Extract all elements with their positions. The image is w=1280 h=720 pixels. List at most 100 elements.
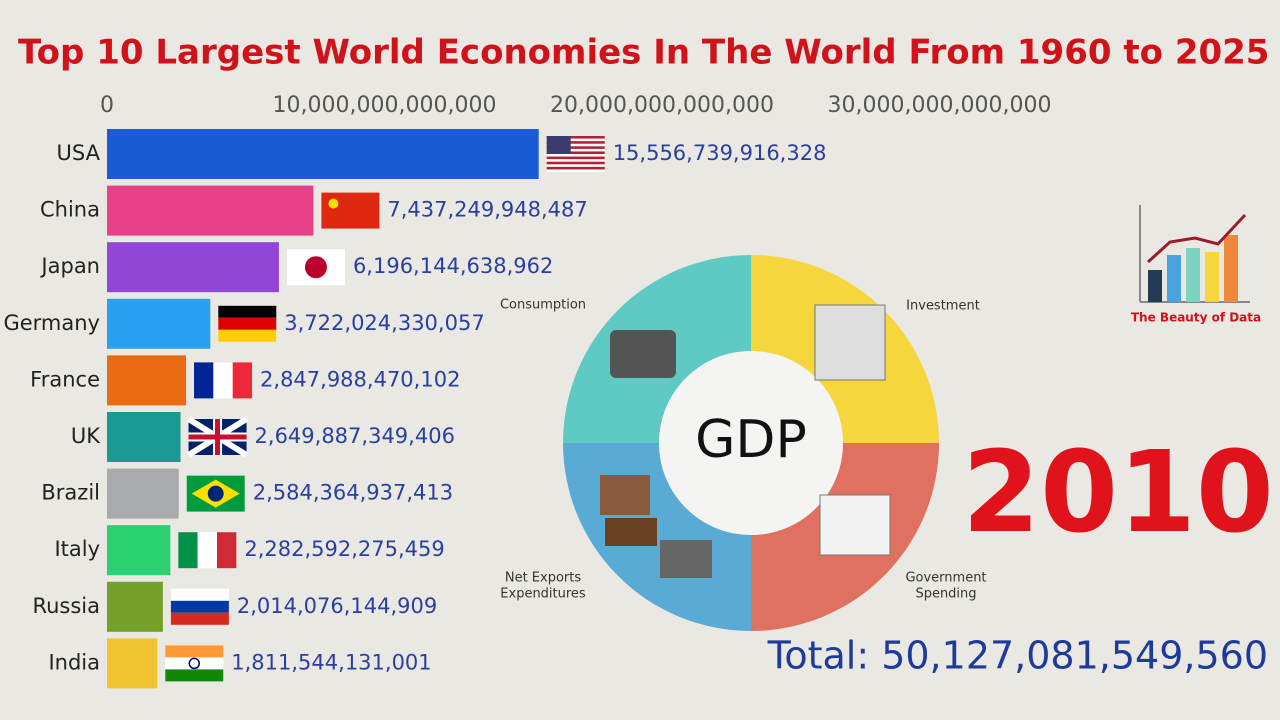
- diagram-label: Spending: [915, 587, 976, 602]
- y-tick-label: UK: [71, 424, 101, 448]
- flag-part: [546, 146, 605, 149]
- bar: [107, 242, 279, 293]
- x-tick-label: 30,000,000,000,000: [828, 93, 1052, 118]
- gdp-diagram: GDP Consumption Investment Net Exports E…: [500, 255, 987, 631]
- flag-part: [178, 532, 198, 569]
- flag-part: [218, 317, 277, 330]
- bar: [107, 185, 314, 236]
- y-tick-label: Russia: [32, 594, 100, 618]
- basket-icon: [610, 330, 676, 378]
- x-tick-label: 20,000,000,000,000: [550, 93, 774, 118]
- flag: [186, 416, 249, 458]
- flag-part: [328, 198, 339, 209]
- logo-bar: [1148, 270, 1162, 302]
- flag-part: [546, 136, 605, 139]
- flag-part: [207, 485, 224, 502]
- flag-part: [188, 419, 247, 455]
- flag-part: [217, 532, 237, 569]
- value-label: 3,722,024,330,057: [284, 311, 484, 335]
- y-tick-label: Japan: [39, 254, 100, 278]
- x-tick-label: 0: [100, 93, 114, 118]
- flag-part: [165, 657, 224, 670]
- diagram-label: Consumption: [500, 298, 586, 313]
- flag: [321, 192, 380, 229]
- value-label: 2,649,887,349,406: [255, 424, 455, 448]
- flag-part: [546, 136, 571, 154]
- flag: [218, 305, 277, 342]
- truck-icon: [605, 518, 657, 546]
- value-label: 2,014,076,144,909: [237, 594, 437, 618]
- value-label: 2,282,592,275,459: [244, 537, 444, 561]
- flag-part: [218, 329, 277, 342]
- logo: The Beauty of Data: [1131, 205, 1261, 325]
- logo-bar: [1224, 235, 1238, 302]
- diagram-label: Expenditures: [500, 587, 586, 602]
- building-icon: [814, 304, 886, 381]
- chart-title: Top 10 Largest World Economies In The Wo…: [18, 33, 1269, 73]
- bar: [107, 355, 187, 406]
- flag: [546, 136, 605, 172]
- bar: [107, 525, 171, 576]
- bar: [107, 581, 163, 632]
- flag: [194, 362, 253, 399]
- flag: [178, 532, 237, 569]
- flag-part: [232, 362, 253, 399]
- flag-part: [170, 588, 229, 601]
- logo-text: The Beauty of Data: [1131, 311, 1261, 325]
- total-label: Total: 50,127,081,549,560: [767, 634, 1268, 678]
- y-tick-label: France: [30, 367, 100, 391]
- y-tick-label: USA: [57, 141, 101, 165]
- x-tick-label: 10,000,000,000,000: [273, 93, 497, 118]
- value-label: 2,584,364,937,413: [253, 481, 453, 505]
- flag-part: [165, 669, 224, 682]
- flag-part: [188, 657, 201, 670]
- flag: [286, 249, 345, 286]
- warehouse-icon: [600, 475, 650, 515]
- y-tick-label: Germany: [3, 311, 100, 335]
- bar: [107, 129, 539, 179]
- gdp-label: GDP: [695, 410, 807, 470]
- flag-part: [546, 156, 605, 160]
- flag-part: [546, 161, 605, 165]
- flag-part: [546, 141, 605, 144]
- year-label: 2010: [962, 428, 1274, 558]
- flag-part: [546, 166, 605, 170]
- flag-part: [213, 362, 233, 399]
- flag: [170, 588, 229, 625]
- value-label: 6,196,144,638,962: [353, 254, 553, 278]
- bar: [107, 412, 181, 462]
- flag-part: [321, 192, 380, 229]
- bar: [107, 468, 179, 519]
- diagram-label: Government: [905, 571, 986, 586]
- diagram-label: Net Exports: [505, 571, 582, 586]
- flag: [165, 645, 224, 682]
- flag-part: [218, 305, 277, 318]
- value-label: 7,437,249,948,487: [387, 198, 587, 222]
- flag-part: [304, 256, 327, 279]
- logo-bar: [1167, 255, 1181, 302]
- y-tick-label: Brazil: [41, 481, 100, 505]
- logo-line: [1146, 213, 1247, 264]
- ship-icon: [660, 540, 712, 578]
- flag: [186, 475, 245, 512]
- logo-bar: [1205, 252, 1219, 302]
- value-label: 1,811,544,131,001: [231, 650, 431, 674]
- donut-hole: [659, 351, 843, 535]
- bar: [107, 638, 158, 689]
- logo-bar: [1186, 248, 1200, 302]
- y-tick-label: Italy: [54, 537, 100, 561]
- bank-icon: [819, 494, 891, 556]
- value-label: 2,847,988,470,102: [260, 367, 460, 391]
- flag-part: [165, 645, 224, 658]
- flag-part: [170, 600, 229, 613]
- flag-part: [170, 612, 229, 625]
- diagram-label: Investment: [906, 299, 980, 314]
- bar: [107, 298, 211, 349]
- value-label: 15,556,739,916,328: [613, 141, 827, 165]
- flag-part: [546, 151, 605, 154]
- y-tick-label: China: [40, 198, 100, 222]
- flag-part: [197, 532, 218, 569]
- flag-part: [194, 362, 214, 399]
- y-tick-label: India: [48, 650, 100, 674]
